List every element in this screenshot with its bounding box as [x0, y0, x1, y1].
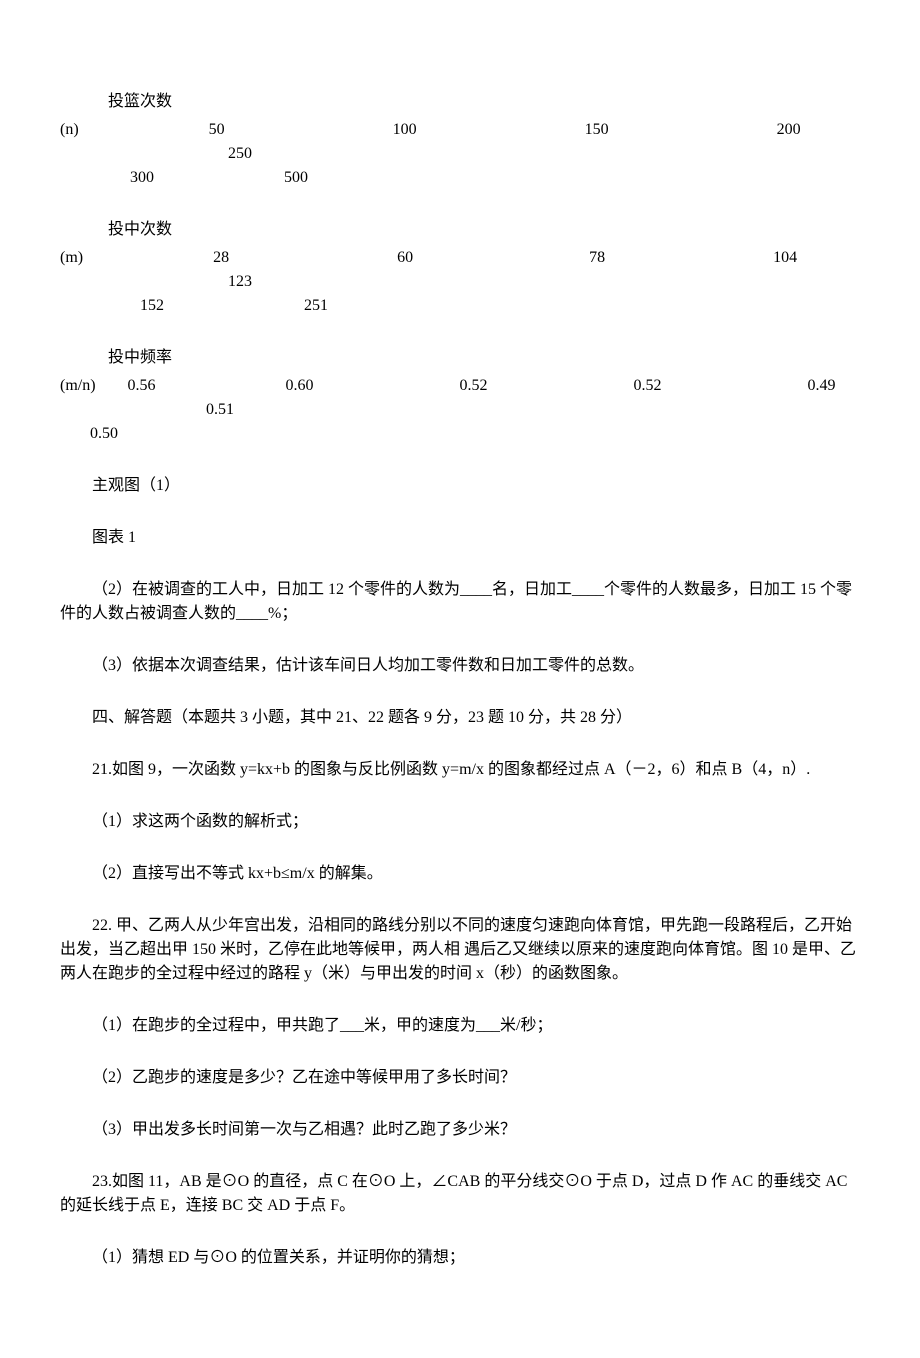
row-hits-line1: (m) 28 60 78 104 123	[60, 246, 860, 294]
tag-shots: (n)	[60, 118, 79, 142]
val: 100	[225, 118, 417, 142]
table-row-rate: 投中频率 (m/n) 0.56 0.60 0.52 0.52 0.49 0.51…	[60, 346, 860, 446]
row-shots-line2: 300 500	[60, 166, 860, 190]
q22-p2: （2）乙跑步的速度是多少？乙在途中等候甲用了多长时间？	[60, 1066, 860, 1090]
val: 78	[413, 246, 605, 270]
q21-p1: （1）求这两个函数的解析式；	[60, 810, 860, 834]
q22-p3: （3）甲出发多长时间第一次与乙相遇？此时乙跑了多少米？	[60, 1118, 860, 1142]
label-hits: 投中次数	[60, 218, 860, 242]
q23-stem: 23.如图 11，AB 是⊙O 的直径，点 C 在⊙O 上，∠CAB 的平分线交…	[60, 1170, 860, 1218]
q21-p2: （2）直接写出不等式 kx+b≤m/x 的解集。	[60, 862, 860, 886]
q20-part3: （3）依据本次调查结果，估计该车间日人均加工零件数和日加工零件的总数。	[60, 654, 860, 678]
val: 28	[83, 246, 229, 270]
section-4-heading: 四、解答题（本题共 3 小题，其中 21、22 题各 9 分，23 题 10 分…	[60, 706, 860, 730]
row-rate-line2: 0.50	[60, 422, 860, 446]
q22-stem: 22. 甲、乙两人从少年宫出发，沿相同的路线分别以不同的速度匀速跑向体育馆，甲先…	[60, 914, 860, 986]
val: 104	[605, 246, 797, 270]
val: 250	[60, 142, 252, 166]
q20-part2: （2）在被调查的工人中，日加工 12 个零件的人数为____名，日加工____个…	[60, 578, 860, 626]
val: 251	[164, 294, 328, 318]
val: 0.49	[662, 374, 836, 398]
val: 0.60	[156, 374, 314, 398]
val: 50	[79, 118, 225, 142]
row-rate-line1: (m/n) 0.56 0.60 0.52 0.52 0.49 0.51	[60, 374, 860, 422]
val: 152	[60, 294, 164, 318]
row-shots-line1: (n) 50 100 150 200 250	[60, 118, 860, 166]
label-shots: 投篮次数	[60, 90, 860, 114]
val: 0.50	[60, 422, 118, 446]
q23-p1: （1）猜想 ED 与⊙O 的位置关系，并证明你的猜想；	[60, 1246, 860, 1270]
q22-p1: （1）在跑步的全过程中，甲共跑了___米，甲的速度为___米/秒；	[60, 1014, 860, 1038]
val: 60	[229, 246, 413, 270]
val: 0.52	[314, 374, 488, 398]
val: 200	[609, 118, 801, 142]
caption-mainview: 主观图（1）	[60, 474, 860, 498]
val: 0.51	[60, 398, 234, 422]
val: 0.56	[96, 374, 156, 398]
caption-chart1: 图表 1	[60, 526, 860, 550]
tag-rate: (m/n)	[60, 374, 96, 398]
tag-hits: (m)	[60, 246, 83, 270]
val: 150	[417, 118, 609, 142]
q21-stem: 21.如图 9，一次函数 y=kx+b 的图象与反比例函数 y=m/x 的图象都…	[60, 758, 860, 782]
val: 500	[154, 166, 308, 190]
label-rate: 投中频率	[60, 346, 860, 370]
val: 0.52	[488, 374, 662, 398]
table-row-shots: 投篮次数 (n) 50 100 150 200 250 300 500	[60, 90, 860, 190]
val: 300	[60, 166, 154, 190]
val: 123	[60, 270, 252, 294]
table-row-hits: 投中次数 (m) 28 60 78 104 123 152 251	[60, 218, 860, 318]
row-hits-line2: 152 251	[60, 294, 860, 318]
